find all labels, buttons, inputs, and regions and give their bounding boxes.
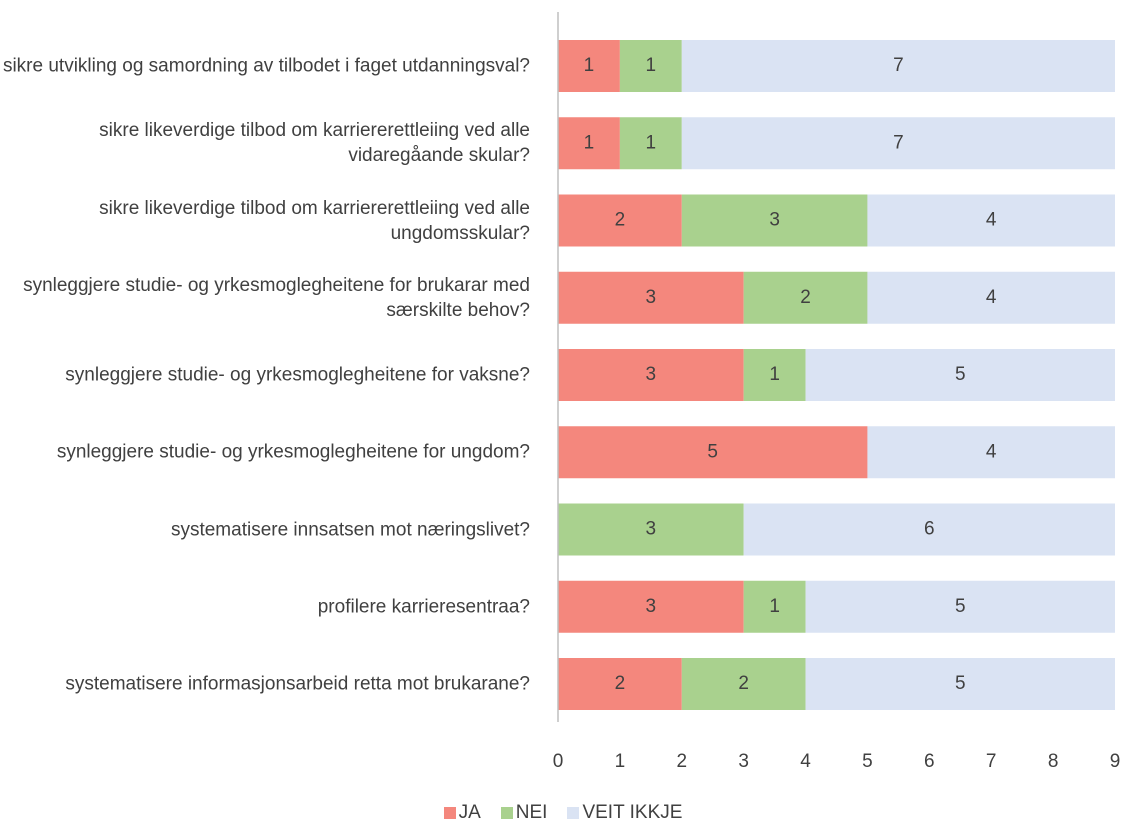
category-label: sikre utvikling og samordning av tilbode…	[2, 55, 530, 77]
x-tick-label: 1	[615, 751, 626, 772]
bar-segment	[558, 194, 682, 247]
bar-segment	[743, 349, 806, 401]
x-tick-label: 9	[1110, 751, 1121, 772]
legend-swatch	[500, 807, 513, 819]
legend-label: NEI	[515, 802, 548, 823]
bar-segment	[681, 194, 868, 247]
bar-segment	[867, 194, 1115, 247]
bar-segment	[558, 580, 744, 633]
data-label: 7	[893, 55, 904, 76]
x-tick-label: 5	[862, 751, 873, 772]
data-label: 3	[646, 287, 657, 308]
bar-segment	[619, 40, 682, 92]
data-label: 2	[615, 673, 626, 694]
x-tick-label: 3	[738, 751, 749, 772]
bar-segment	[743, 580, 806, 633]
data-label: 5	[955, 364, 966, 385]
legend-swatch	[567, 807, 580, 819]
category-label: sikre likeverdige tilbod om karriererett…	[99, 197, 530, 244]
category-label: sikre likeverdige tilbod om karriererett…	[99, 120, 530, 167]
data-label: 5	[955, 673, 966, 694]
bar-segment	[558, 349, 744, 401]
data-label: 1	[646, 55, 657, 76]
bar-segment	[681, 40, 1115, 92]
data-label: 3	[646, 519, 657, 540]
data-label: 5	[955, 596, 966, 617]
bar-segment	[681, 117, 1115, 170]
data-label: 5	[707, 441, 718, 462]
data-label: 1	[584, 132, 595, 153]
legend-label: VEIT IKKJE	[582, 802, 683, 823]
bar-segment	[743, 271, 868, 324]
bar-segment	[558, 503, 744, 556]
legend: JA NEI VEIT IKKJE	[0, 802, 1126, 824]
legend-item: JA	[443, 802, 481, 824]
x-tick-label: 2	[676, 751, 687, 772]
data-label: 6	[924, 519, 935, 540]
category-label: systematisere innsatsen mot næringslivet…	[170, 519, 530, 540]
category-label: synleggjere studie- og yrkesmoglegheiten…	[56, 441, 530, 463]
data-label: 2	[738, 673, 749, 694]
bar-segment	[558, 40, 620, 92]
legend-item: NEI	[500, 802, 548, 824]
category-label: synleggjere studie- og yrkesmoglegheiten…	[23, 274, 530, 321]
bar-segment	[558, 271, 744, 324]
legend-label: JA	[458, 802, 481, 823]
data-label: 2	[800, 287, 811, 308]
category-label: profilere karrieresentraa?	[317, 596, 530, 618]
bar-segment	[619, 117, 682, 170]
data-label: 4	[986, 441, 997, 462]
bar-segment	[743, 503, 1115, 556]
bar-segment	[805, 658, 1115, 710]
data-label: 1	[646, 132, 657, 153]
legend-item: VEIT IKKJE	[567, 802, 682, 824]
data-label: 3	[646, 596, 657, 617]
data-label: 3	[646, 364, 657, 385]
x-tick-label: 8	[1048, 751, 1059, 772]
x-tick-label: 4	[800, 751, 811, 772]
x-tick-label: 0	[553, 751, 564, 772]
bar-segment	[558, 426, 868, 479]
bar-segment	[805, 580, 1115, 633]
data-label: 1	[769, 596, 780, 617]
data-label: 2	[615, 210, 626, 231]
legend-swatch	[443, 807, 456, 819]
bar-segment	[558, 658, 682, 710]
bar-segment	[805, 349, 1115, 401]
data-label: 1	[584, 55, 595, 76]
category-label: synleggjere studie- og yrkesmoglegheiten…	[65, 364, 530, 386]
bar-segment	[558, 117, 620, 170]
x-tick-label: 7	[986, 751, 997, 772]
data-label: 3	[769, 210, 780, 231]
data-label: 4	[986, 210, 997, 231]
bar-segment	[681, 658, 806, 710]
category-label: systematisere informasjonsarbeid retta m…	[65, 673, 530, 695]
data-label: 7	[893, 132, 904, 153]
data-label: 4	[986, 287, 997, 308]
data-label: 1	[769, 364, 780, 385]
bar-segment	[867, 426, 1115, 479]
bar-segment	[867, 271, 1115, 324]
x-tick-label: 6	[924, 751, 935, 772]
